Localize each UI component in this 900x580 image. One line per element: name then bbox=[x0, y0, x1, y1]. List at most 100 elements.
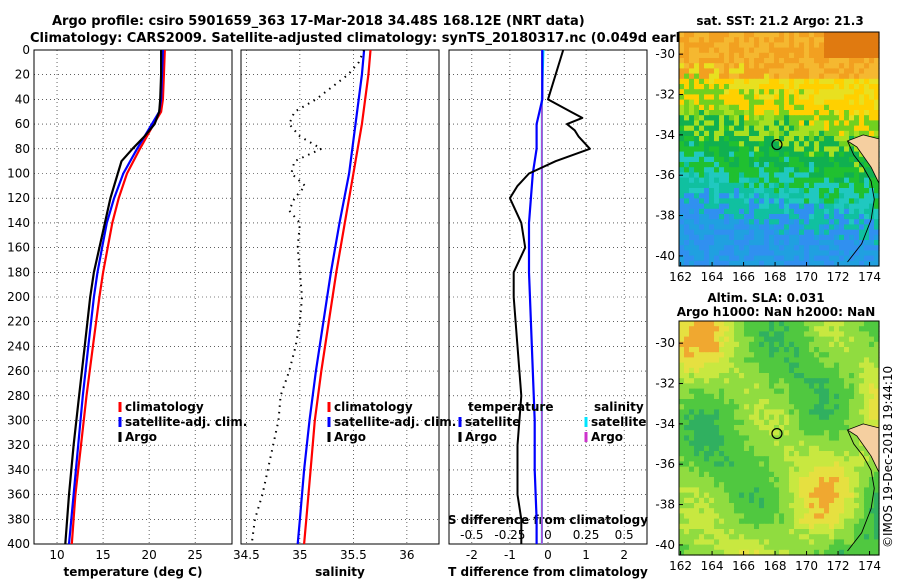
sla-map-heatmap-cell bbox=[784, 477, 790, 483]
sla-map-heatmap-cell bbox=[829, 357, 835, 364]
sla-map-heatmap-cell bbox=[769, 534, 775, 540]
sst-map-heatmap-cell bbox=[799, 208, 805, 215]
sla-map-heatmap-cell bbox=[844, 529, 850, 535]
sla-map-heatmap-cell bbox=[684, 508, 690, 514]
sla-map-heatmap-cell bbox=[729, 393, 735, 400]
sst-map-heatmap-cell bbox=[779, 255, 785, 262]
sst-map-heatmap-cell bbox=[699, 162, 705, 168]
sla-map-heatmap-cell bbox=[744, 341, 750, 348]
sla-map-heatmap-cell bbox=[789, 336, 795, 343]
sst-map-heatmap-cell bbox=[719, 42, 725, 49]
sst-map-heatmap-cell bbox=[769, 84, 775, 90]
sst-map-heatmap-cell bbox=[864, 240, 870, 246]
sla-map-argo-position-marker bbox=[771, 427, 783, 440]
sla-map-heatmap-cell bbox=[699, 409, 705, 416]
sst-map-heatmap-cell bbox=[754, 84, 760, 90]
sla-map-heatmap-cell bbox=[679, 492, 685, 499]
sst-map-heatmap-cell bbox=[794, 78, 800, 85]
sst-map-heatmap-cell bbox=[684, 94, 690, 101]
sla-map-heatmap-cell bbox=[809, 321, 815, 327]
sla-map-heatmap-cell bbox=[824, 435, 830, 442]
sla-map-heatmap-cell bbox=[834, 539, 840, 546]
sst-map-heatmap-cell bbox=[774, 94, 780, 101]
sla-map-heatmap-cell bbox=[814, 357, 820, 364]
sst-map-heatmap-cell bbox=[869, 130, 875, 137]
sst-map-heatmap-cell bbox=[754, 37, 760, 43]
sst-map-heatmap-cell bbox=[814, 234, 820, 241]
sla-map-heatmap-cell bbox=[779, 352, 785, 358]
sla-map-heatmap-cell bbox=[874, 518, 880, 525]
sst-map-heatmap-cell bbox=[734, 255, 740, 262]
sla-map-heatmap-cell bbox=[719, 477, 725, 483]
sla-map-heatmap-cell bbox=[869, 321, 875, 327]
sst-map-heatmap-cell bbox=[734, 104, 740, 111]
sst-map-heatmap-cell bbox=[854, 130, 860, 137]
sla-map-heatmap-cell bbox=[874, 492, 880, 499]
sst-map-heatmap-cell bbox=[824, 136, 830, 142]
sla-map-heatmap-cell bbox=[719, 393, 725, 400]
sla-map-heatmap-cell bbox=[734, 466, 740, 473]
sst-map-heatmap-cell bbox=[724, 73, 730, 80]
sst-map-heatmap-cell bbox=[704, 141, 710, 147]
sla-map-heatmap-cell bbox=[679, 399, 685, 405]
sla-map-heatmap-cell bbox=[794, 326, 800, 332]
sla-map-heatmap-cell bbox=[789, 544, 795, 551]
sla-map-heatmap-cell bbox=[689, 409, 695, 416]
sst-map-heatmap-cell bbox=[709, 63, 715, 69]
sst-map-heatmap-cell bbox=[874, 32, 880, 38]
sla-map-heatmap-cell bbox=[749, 341, 755, 348]
sla-map-heatmap-cell bbox=[739, 378, 745, 384]
sla-map-heatmap-cell bbox=[714, 471, 720, 478]
sla-map-heatmap-cell bbox=[874, 393, 880, 400]
sla-map-heatmap-cell bbox=[744, 399, 750, 405]
sla-map-heatmap-cell bbox=[714, 430, 720, 436]
sla-map-heatmap-cell bbox=[689, 321, 695, 327]
sla-map-heatmap-cell bbox=[689, 404, 695, 410]
sla-map-heatmap-cell bbox=[754, 409, 760, 416]
sst-map-heatmap-cell bbox=[769, 104, 775, 111]
sla-map-heatmap-cell bbox=[854, 487, 860, 494]
sst-map-heatmap-cell bbox=[754, 250, 760, 257]
sla-map-lat-tick-label: -32 bbox=[655, 377, 675, 391]
sst-map-heatmap-cell bbox=[849, 130, 855, 137]
sla-map-heatmap-cell bbox=[734, 508, 740, 514]
sst-map-heatmap-cell bbox=[729, 208, 735, 215]
sst-map-heatmap-cell bbox=[779, 182, 785, 189]
sla-map-heatmap-cell bbox=[709, 326, 715, 332]
sla-map-heatmap-cell bbox=[789, 456, 795, 462]
sla-map-heatmap-cell bbox=[769, 373, 775, 379]
sst-map-heatmap-cell bbox=[799, 42, 805, 49]
sla-map-heatmap-cell bbox=[744, 393, 750, 400]
sla-map-heatmap-cell bbox=[719, 508, 725, 514]
sst-map-heatmap-cell bbox=[754, 245, 760, 251]
sst-map-heatmap-cell bbox=[869, 234, 875, 241]
sst-map-heatmap-cell bbox=[714, 73, 720, 80]
sla-map-heatmap-cell bbox=[709, 425, 715, 431]
sla-map-heatmap-cell bbox=[744, 373, 750, 379]
sst-map-heatmap-cell bbox=[749, 255, 755, 262]
sla-map-heatmap-cell bbox=[699, 352, 705, 358]
sla-map-heatmap-cell bbox=[714, 378, 720, 384]
sst-map-heatmap-cell bbox=[804, 156, 810, 163]
sst-map-heatmap-cell bbox=[679, 151, 685, 158]
sst-map-heatmap-cell bbox=[709, 234, 715, 241]
sla-map-heatmap-cell bbox=[799, 388, 805, 395]
sst-map-heatmap-cell bbox=[684, 52, 690, 59]
sla-map-heatmap-cell bbox=[709, 492, 715, 499]
sst-map-heatmap-cell bbox=[814, 245, 820, 251]
sla-map-heatmap-cell bbox=[689, 534, 695, 540]
sla-map-heatmap-cell bbox=[839, 357, 845, 364]
sst-map-heatmap-cell bbox=[704, 78, 710, 85]
sla-map-heatmap-cell bbox=[794, 539, 800, 546]
sla-map-heatmap-cell bbox=[744, 321, 750, 327]
sst-map-heatmap-cell bbox=[699, 234, 705, 241]
sst-map-heatmap-cell bbox=[784, 214, 790, 220]
sst-map-lon-tick-label: 168 bbox=[764, 270, 787, 284]
sst-map-heatmap-cell bbox=[779, 99, 785, 106]
sst-map-heatmap-cell bbox=[874, 89, 880, 95]
sst-map-heatmap-cell bbox=[754, 115, 760, 121]
sla-map-heatmap-cell bbox=[819, 456, 825, 462]
sla-map-heatmap-cell bbox=[849, 357, 855, 364]
sla-map-heatmap-cell bbox=[814, 435, 820, 442]
sla-map-heatmap-cell bbox=[869, 409, 875, 416]
